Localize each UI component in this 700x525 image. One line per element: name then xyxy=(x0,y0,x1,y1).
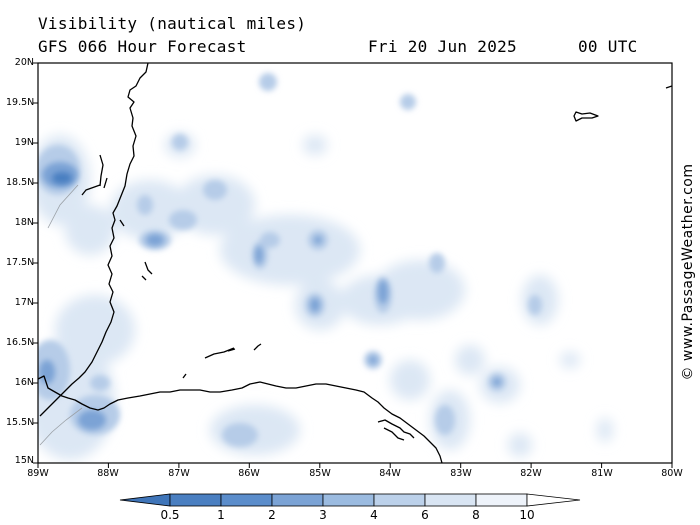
forecast-date: Fri 20 Jun 2025 xyxy=(368,37,517,56)
lat-label: 20N xyxy=(14,57,34,68)
visibility-shading xyxy=(38,73,613,460)
colorbar-label: 4 xyxy=(370,508,378,522)
colorbar-label: 8 xyxy=(472,508,480,522)
lon-label: 80W xyxy=(661,468,683,479)
colorbar-label: 10 xyxy=(519,508,535,522)
lat-label: 16.5N xyxy=(6,337,35,348)
colorbar-bin xyxy=(271,493,324,507)
map-frame xyxy=(37,62,673,464)
lon-label: 83W xyxy=(450,468,472,479)
coastlines xyxy=(38,63,672,463)
lon-label: 87W xyxy=(168,468,190,479)
colorbar-high-arrow xyxy=(526,493,581,507)
colorbar-low-arrow xyxy=(119,493,171,507)
colorbar-label: 1 xyxy=(217,508,225,522)
lon-label: 85W xyxy=(309,468,331,479)
colorbar-bin xyxy=(169,493,222,507)
lat-label: 15N xyxy=(14,455,34,466)
lat-label: 18.5N xyxy=(6,177,35,188)
colorbar-label: 0.5 xyxy=(160,508,180,522)
colorbar-label: 2 xyxy=(268,508,276,522)
lon-label: 86W xyxy=(238,468,260,479)
forecast-time: 00 UTC xyxy=(578,37,638,56)
colorbar-bin xyxy=(424,493,477,507)
map-title: Visibility (nautical miles) xyxy=(38,14,307,33)
website-credit: © www.PassageWeather.com xyxy=(680,163,696,381)
lon-label: 84W xyxy=(379,468,401,479)
colorbar-bin xyxy=(322,493,375,507)
lat-label: 15.5N xyxy=(6,417,35,428)
lon-label: 82W xyxy=(520,468,542,479)
lat-label: 17N xyxy=(14,297,34,308)
colorbar-bin xyxy=(373,493,426,507)
lat-label: 16N xyxy=(14,377,34,388)
lon-label: 89W xyxy=(27,468,49,479)
colorbar-bin xyxy=(220,493,273,507)
border-lines xyxy=(39,184,83,446)
axis-ticks xyxy=(33,62,673,468)
lon-label: 88W xyxy=(97,468,119,479)
colorbar-label: 3 xyxy=(319,508,327,522)
lat-label: 18N xyxy=(14,217,34,228)
colorbar-label: 6 xyxy=(421,508,429,522)
lat-label: 19.5N xyxy=(6,97,35,108)
lat-label: 17.5N xyxy=(6,257,35,268)
colorbar xyxy=(119,493,581,507)
lon-label: 81W xyxy=(591,468,613,479)
forecast-label: GFS 066 Hour Forecast xyxy=(38,37,247,56)
colorbar-bin xyxy=(475,493,528,507)
lat-label: 19N xyxy=(14,137,34,148)
